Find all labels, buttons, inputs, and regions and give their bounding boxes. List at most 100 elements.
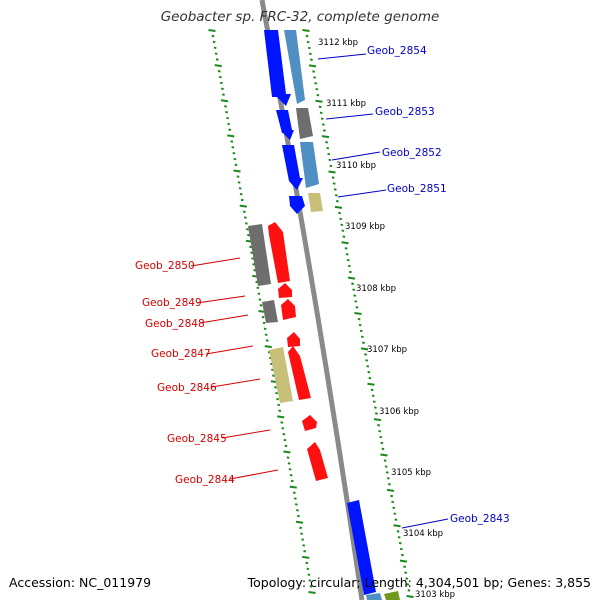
gene-label[interactable]: Geob_2850 xyxy=(135,260,195,272)
minor-tick xyxy=(274,386,277,389)
gene-label[interactable]: Geob_2854 xyxy=(367,45,427,57)
minor-tick xyxy=(371,394,375,398)
forward-strand-tick-ring xyxy=(302,29,414,598)
cds-feature[interactable] xyxy=(366,593,382,600)
minor-tick xyxy=(236,175,240,178)
cds-feature[interactable] xyxy=(281,299,296,320)
cds-feature[interactable] xyxy=(248,224,271,286)
callout-line xyxy=(337,189,387,198)
minor-tick xyxy=(406,583,410,586)
cds-feature[interactable] xyxy=(308,193,323,212)
minor-tick xyxy=(218,75,222,79)
minor-tick xyxy=(211,34,215,38)
minor-tick xyxy=(240,198,244,202)
minor-tick xyxy=(256,286,260,290)
cds-feature[interactable] xyxy=(300,142,319,188)
major-tick xyxy=(386,488,395,492)
cds-feature[interactable] xyxy=(284,30,305,104)
minor-tick xyxy=(338,211,341,215)
minor-tick xyxy=(346,258,350,262)
minor-tick xyxy=(357,317,361,321)
gene-label[interactable]: Geob_2848 xyxy=(145,318,205,330)
cds-feature[interactable] xyxy=(302,415,317,431)
major-tick xyxy=(277,415,285,419)
cds-feature[interactable] xyxy=(307,442,328,481)
major-tick xyxy=(264,345,272,349)
minor-tick xyxy=(251,257,255,260)
gene-label[interactable]: Geob_2843 xyxy=(450,513,510,525)
cds-feature[interactable] xyxy=(276,110,294,140)
minor-tick xyxy=(378,429,382,433)
minor-tick xyxy=(391,500,395,504)
minor-tick xyxy=(290,479,294,483)
major-tick xyxy=(208,29,216,32)
minor-tick xyxy=(292,491,296,494)
cds-feature[interactable] xyxy=(289,196,305,214)
minor-tick xyxy=(227,122,231,126)
major-tick xyxy=(308,591,316,594)
minor-tick xyxy=(237,181,241,184)
minor-tick xyxy=(225,110,228,114)
minor-tick xyxy=(354,300,358,303)
cds-feature[interactable] xyxy=(384,591,400,600)
minor-tick xyxy=(386,477,390,480)
cds-feature[interactable] xyxy=(264,30,291,106)
gene-label[interactable]: Geob_2852 xyxy=(382,147,442,159)
minor-tick xyxy=(307,46,311,50)
cds-feature[interactable] xyxy=(262,300,278,323)
minor-tick xyxy=(283,438,287,442)
minor-tick xyxy=(385,471,389,474)
gene-label[interactable]: Geob_2849 xyxy=(142,297,202,309)
cds-feature[interactable] xyxy=(347,500,376,595)
major-tick xyxy=(393,524,401,528)
minor-tick xyxy=(390,494,393,498)
minor-tick xyxy=(332,182,336,185)
major-tick xyxy=(380,453,388,457)
minor-tick xyxy=(370,388,374,392)
minor-tick xyxy=(359,329,363,333)
minor-tick xyxy=(282,432,286,436)
minor-tick xyxy=(228,128,232,131)
minor-tick xyxy=(302,544,306,547)
callout-line xyxy=(325,113,374,120)
gene-label[interactable]: Geob_2853 xyxy=(375,106,435,118)
major-tick xyxy=(308,64,317,68)
minor-tick xyxy=(375,412,378,415)
gene-label[interactable]: Geob_2846 xyxy=(157,382,217,394)
minor-tick xyxy=(366,365,370,368)
minor-tick xyxy=(308,579,312,582)
gene-label[interactable]: Geob_2844 xyxy=(175,474,235,486)
gene-label[interactable]: Geob_2851 xyxy=(387,183,447,195)
minor-tick xyxy=(307,573,311,576)
minor-tick xyxy=(397,536,401,539)
minor-tick xyxy=(277,403,281,407)
gene-label[interactable]: Geob_2847 xyxy=(151,348,211,360)
minor-tick xyxy=(242,210,246,213)
cds-feature[interactable] xyxy=(296,108,313,139)
minor-tick xyxy=(325,141,328,144)
gene-label[interactable]: Geob_2845 xyxy=(167,433,227,445)
minor-tick xyxy=(362,341,365,344)
minor-tick xyxy=(219,81,223,85)
minor-tick xyxy=(319,111,323,115)
cds-feature[interactable] xyxy=(278,283,292,298)
cds-feature[interactable] xyxy=(268,222,290,283)
minor-tick xyxy=(352,288,356,291)
minor-tick xyxy=(287,462,291,465)
reverse-gene-callouts: Geob_2850 Geob_2849 Geob_2848 Geob_2847 … xyxy=(135,257,279,486)
cds-feature[interactable] xyxy=(287,332,300,347)
minor-tick xyxy=(231,146,235,149)
minor-tick xyxy=(303,550,307,553)
cds-feature[interactable] xyxy=(288,346,311,400)
minor-tick xyxy=(232,151,236,155)
cds-feature[interactable] xyxy=(282,145,303,190)
cds-feature[interactable] xyxy=(269,347,293,403)
reverse-strand-features xyxy=(248,222,328,481)
minor-tick xyxy=(405,577,409,580)
minor-tick xyxy=(396,530,400,533)
kbp-label: 3108 kbp xyxy=(356,284,396,294)
minor-tick xyxy=(312,70,315,73)
minor-tick xyxy=(264,333,268,336)
minor-tick xyxy=(381,447,385,451)
minor-tick xyxy=(286,456,290,459)
